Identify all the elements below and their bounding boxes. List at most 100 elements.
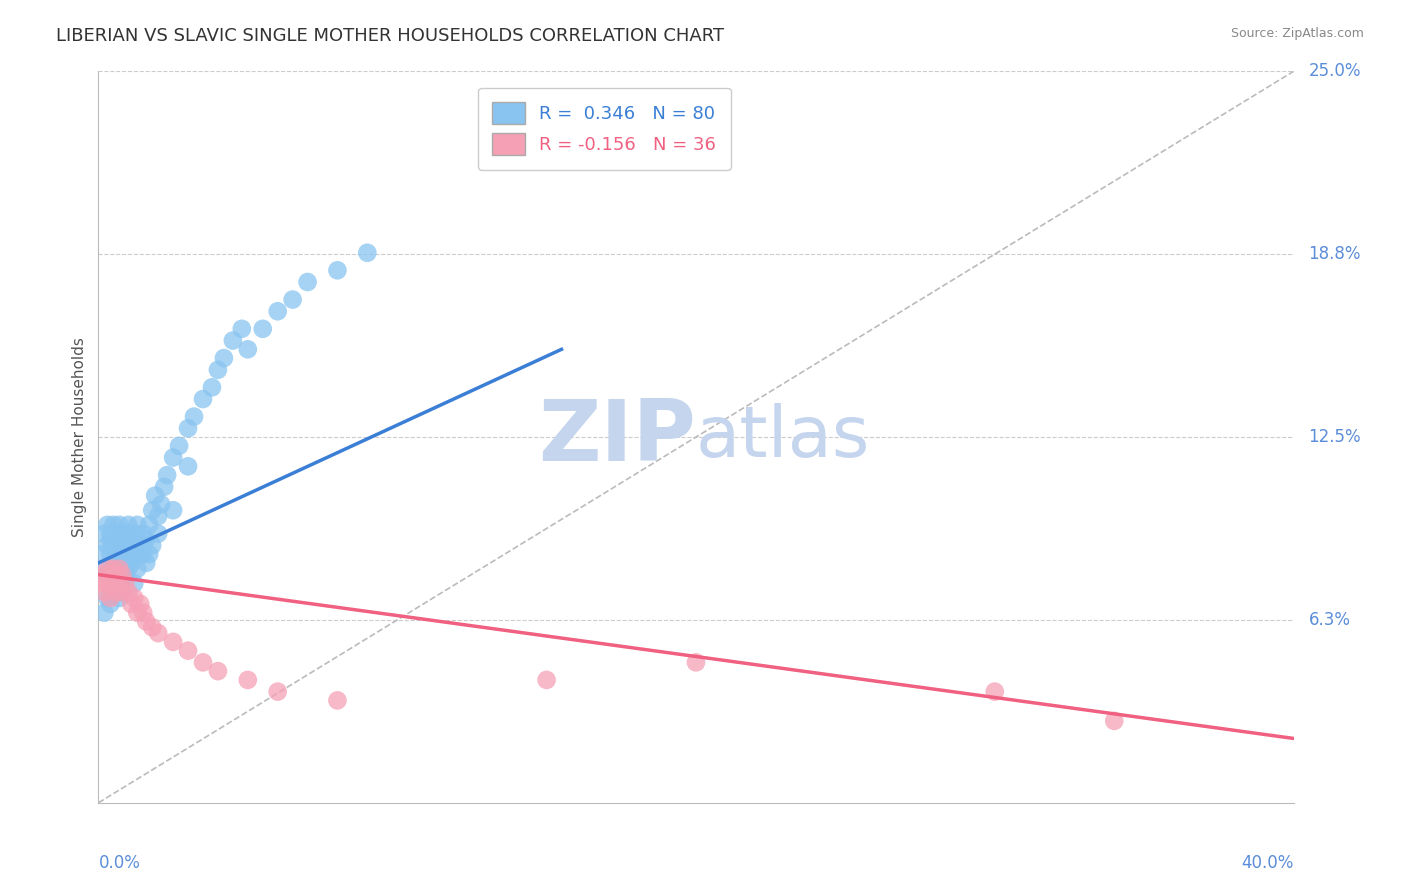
Point [93,585,115,599]
Text: Source: ZipAtlas.com: Source: ZipAtlas.com [1230,27,1364,40]
Point [177,459,200,474]
Point [124,526,146,541]
Point [127,606,149,620]
Point [129,547,152,561]
Point [236,343,259,357]
Point [114,567,136,582]
Point [120,556,142,570]
Point [138,517,160,532]
Point [162,635,184,649]
Point [96,517,118,532]
Point [150,497,173,511]
Point [129,597,152,611]
Point [132,526,155,541]
Point [127,562,149,576]
Point [96,562,118,576]
Point [162,503,184,517]
Point [114,576,136,591]
Point [267,684,290,698]
Point [117,585,139,599]
Point [129,538,152,552]
Point [162,450,184,465]
Point [93,606,115,620]
Point [183,409,205,424]
Point [120,597,142,611]
Point [120,556,142,570]
Point [356,245,378,260]
Text: 0.0%: 0.0% [98,854,141,872]
Point [984,684,1007,698]
Point [98,533,122,547]
Point [111,585,134,599]
Text: atlas: atlas [696,402,870,472]
Point [90,576,112,591]
Point [222,334,245,348]
Point [108,538,131,552]
Point [124,591,146,605]
Point [167,439,190,453]
Point [191,392,214,406]
Text: 6.3%: 6.3% [1309,611,1350,629]
Text: ZIP: ZIP [538,395,696,479]
Point [93,567,115,582]
Point [98,591,122,605]
Point [103,585,125,599]
Text: 18.8%: 18.8% [1309,245,1361,263]
Point [132,547,155,561]
Point [141,538,163,552]
Point [191,656,214,670]
Point [105,576,128,591]
Point [105,567,128,582]
Point [117,533,139,547]
Point [127,517,149,532]
Point [148,509,170,524]
Point [90,547,112,561]
Y-axis label: Single Mother Households: Single Mother Households [72,337,87,537]
Text: 40.0%: 40.0% [1241,854,1294,872]
Point [96,538,118,552]
Point [111,533,134,547]
Point [132,606,155,620]
Point [96,591,118,605]
Point [297,275,319,289]
Point [326,263,349,277]
Point [93,562,115,576]
Point [103,538,125,552]
Point [141,503,163,517]
Point [685,656,707,670]
Point [1104,714,1126,728]
Point [111,567,134,582]
Point [108,576,131,591]
Point [267,304,290,318]
Point [93,526,115,541]
Point [98,567,122,582]
Point [96,567,118,582]
Point [156,468,179,483]
Point [212,351,235,365]
Legend: R =  0.346   N = 80, R = -0.156   N = 36: R = 0.346 N = 80, R = -0.156 N = 36 [478,87,731,169]
Point [105,585,128,599]
Point [124,547,146,561]
Point [103,556,125,570]
Point [143,489,166,503]
Point [120,538,142,552]
Text: 25.0%: 25.0% [1309,62,1361,80]
Point [252,322,274,336]
Point [114,547,136,561]
Point [114,526,136,541]
Point [111,585,134,599]
Point [108,591,131,605]
Point [141,620,163,634]
Point [135,533,157,547]
Point [148,526,170,541]
Point [114,567,136,582]
Text: 12.5%: 12.5% [1309,428,1361,446]
Point [105,567,128,582]
Point [105,533,128,547]
Point [177,643,200,657]
Point [111,556,134,570]
Point [124,576,146,591]
Point [236,673,259,687]
Text: LIBERIAN VS SLAVIC SINGLE MOTHER HOUSEHOLDS CORRELATION CHART: LIBERIAN VS SLAVIC SINGLE MOTHER HOUSEHO… [56,27,724,45]
Point [207,363,229,377]
